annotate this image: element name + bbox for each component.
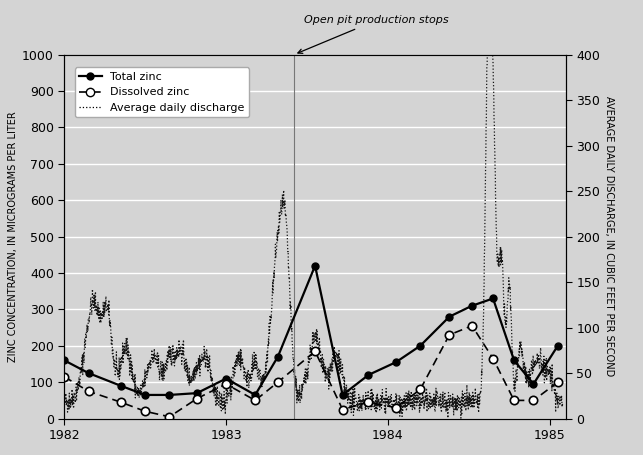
Legend: Total zinc, Dissolved zinc, Average daily discharge: Total zinc, Dissolved zinc, Average dail… [75, 67, 249, 117]
Text: Open pit production stops: Open pit production stops [298, 15, 448, 53]
Y-axis label: ZINC CONCENTRATION, IN MICROGRAMS PER LITER: ZINC CONCENTRATION, IN MICROGRAMS PER LI… [8, 111, 18, 362]
Y-axis label: AVERAGE DAILY DISCHARGE, IN CUBIC FEET PER SECOND: AVERAGE DAILY DISCHARGE, IN CUBIC FEET P… [604, 96, 614, 377]
